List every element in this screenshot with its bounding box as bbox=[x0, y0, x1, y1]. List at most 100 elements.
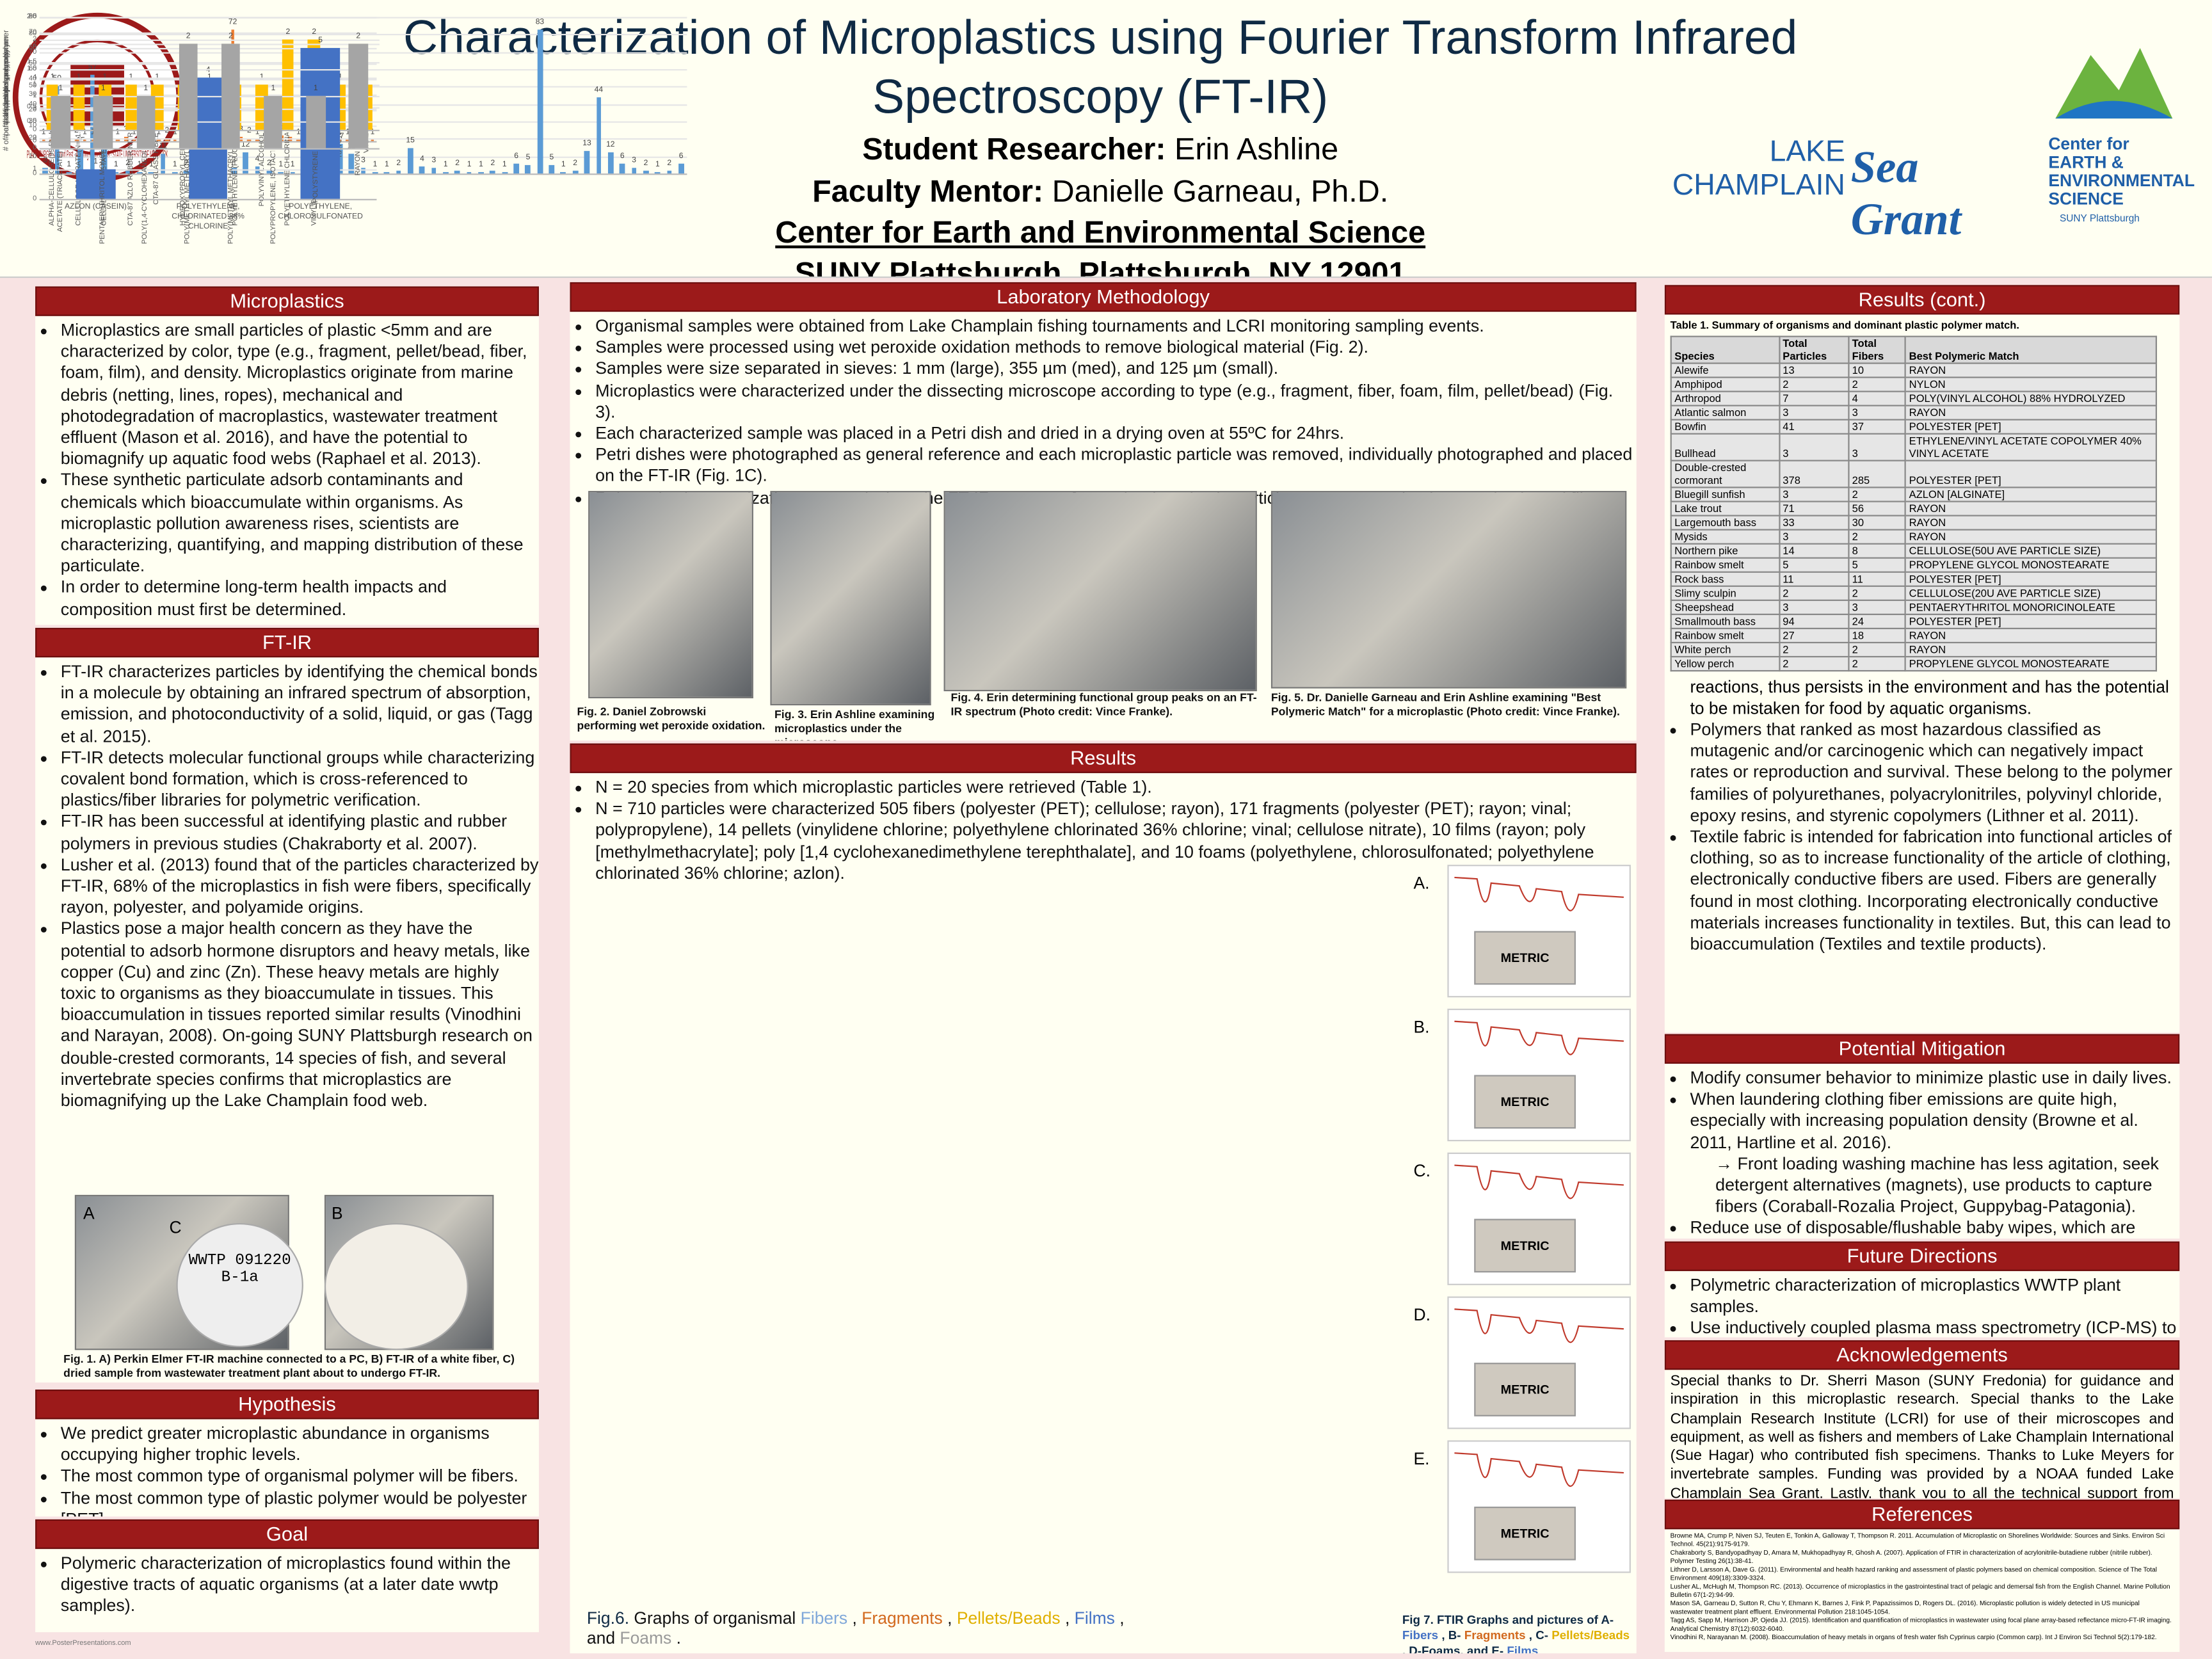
petri-dish: WWTP 091220 B-1a bbox=[176, 1222, 303, 1347]
value-label: 3 bbox=[43, 157, 48, 166]
value-label: 2 bbox=[184, 159, 189, 168]
bar bbox=[148, 172, 154, 174]
cell: POLYESTER [PET] bbox=[1905, 571, 2158, 587]
value-label: 1 bbox=[346, 128, 350, 137]
value-label: 1 bbox=[90, 128, 95, 137]
value-label: 2 bbox=[490, 159, 495, 168]
value-label: 3 bbox=[361, 157, 365, 166]
bar bbox=[179, 43, 198, 148]
spectrum-line bbox=[1454, 1452, 1624, 1487]
caption-part: Fig 7. FTIR Graphs and pictures of A- bbox=[1402, 1612, 1614, 1627]
bar bbox=[525, 164, 531, 174]
y-tick-label: 90 bbox=[29, 12, 37, 22]
value-label: 5 bbox=[549, 153, 554, 163]
list-item: Textile fabric is intended for fabricati… bbox=[1690, 827, 2179, 956]
cell: RAYON bbox=[1905, 405, 2158, 421]
bar bbox=[231, 168, 237, 174]
cell: White perch bbox=[1670, 641, 1780, 658]
cell: PROPYLENE GLYCOL MONOSTEARATE bbox=[1905, 655, 2158, 672]
grid-line bbox=[39, 39, 380, 41]
cell: 3 bbox=[1778, 433, 1850, 461]
reference: Mason SA, Garneau D, Sutton R, Chu Y, Eh… bbox=[1670, 1599, 2140, 1615]
logo-seagrant: Sea Grant bbox=[1850, 141, 1962, 244]
x-axis bbox=[39, 173, 687, 175]
bar bbox=[93, 95, 113, 148]
bar bbox=[643, 170, 649, 174]
list-item: Polymeric characterization of microplast… bbox=[61, 1553, 539, 1618]
grid-line bbox=[39, 47, 377, 50]
section: Potential Mitigation Modify consumer beha… bbox=[1664, 1034, 2180, 1239]
bar bbox=[596, 97, 602, 174]
table-row: Arthropod 7 4 POLY(VINYL ALCOHOL) 88% HYDRO… bbox=[1670, 390, 2158, 406]
value-label: 2 bbox=[186, 31, 191, 41]
value-label: 83 bbox=[535, 17, 545, 27]
caption-part: , C- bbox=[1528, 1628, 1549, 1642]
caption-part: Films bbox=[1507, 1643, 1539, 1654]
column-header: Best Polymeric Match bbox=[1905, 335, 2158, 364]
cell: 2 bbox=[1848, 486, 1907, 502]
value-label: 1 bbox=[137, 160, 142, 169]
cell: 37 bbox=[1848, 419, 1907, 435]
section: Results (cont.) Table 1. Summary of orga… bbox=[1664, 285, 2180, 1033]
cell: 3 bbox=[1848, 405, 1907, 421]
table-row: Atlantic salmon 3 3 RAYON bbox=[1670, 405, 2158, 421]
value-label: 1 bbox=[58, 84, 63, 93]
cell: Rock bass bbox=[1670, 571, 1780, 587]
list: FT-IR characterizes particles by identif… bbox=[35, 662, 539, 1112]
cell: 56 bbox=[1848, 501, 1907, 517]
grid-line bbox=[39, 156, 687, 158]
cell: 4 bbox=[1848, 390, 1907, 406]
section: Future Directions Polymetric characteriza… bbox=[1664, 1241, 2180, 1338]
bar bbox=[282, 39, 294, 130]
y-tick-label: 1 bbox=[33, 164, 37, 173]
value-label: 1 bbox=[113, 160, 118, 169]
y-tick-label: 0 bbox=[33, 136, 37, 146]
cell: 2 bbox=[1848, 376, 1907, 392]
cell: 3 bbox=[1848, 433, 1907, 461]
bar bbox=[184, 170, 189, 174]
value-label: 3 bbox=[431, 157, 437, 166]
cell: Slimy sculpin bbox=[1670, 585, 1780, 601]
caption: Fig.6. Graphs of organismal Fibers , Fra… bbox=[587, 1608, 1151, 1648]
bar bbox=[42, 139, 45, 141]
panel-label: B. bbox=[1413, 1017, 1430, 1037]
value-label: 1 bbox=[173, 128, 178, 137]
cell: 33 bbox=[1778, 515, 1850, 531]
grid-line bbox=[39, 63, 377, 65]
value-label: 1 bbox=[132, 128, 136, 137]
list-item: The most common type of plastic polymer … bbox=[61, 1487, 539, 1516]
bar bbox=[136, 172, 143, 174]
cell: 11 bbox=[1778, 571, 1850, 587]
logo-cees-sub: SUNY Plattsburgh bbox=[2059, 214, 2140, 225]
value-label: 1 bbox=[561, 160, 566, 169]
y-tick-label: 2.5 bbox=[26, 12, 37, 22]
cell: Alewife bbox=[1670, 362, 1780, 378]
y-tick-label: 60 bbox=[29, 65, 37, 74]
section: HypothesisWe predict greater microplasti… bbox=[35, 1390, 539, 1517]
table-row: Slimy sculpin 2 2 CELLULOSE(20U AVE PARTICL… bbox=[1670, 585, 2158, 601]
x-tick-label: PENTAERYTHRITOL MONORICINOLEATE bbox=[99, 150, 108, 244]
cell: ETHYLENE/VINYL ACETATE COPOLYMER 40% VIN… bbox=[1905, 433, 2158, 461]
bar bbox=[478, 172, 484, 174]
cell: POLY(VINYL ALCOHOL) 88% HYDROLYZED bbox=[1905, 390, 2158, 406]
list-item: We predict greater microplastic abundanc… bbox=[61, 1423, 539, 1466]
bar bbox=[77, 147, 84, 174]
value-label: 6 bbox=[678, 152, 684, 161]
x-tick-label: POLYETHYLENE, CHLORINATED 36% CHLORINE bbox=[172, 203, 244, 232]
bar bbox=[396, 170, 401, 174]
caption-part: , and bbox=[586, 1608, 1125, 1648]
caption-part: , bbox=[947, 1608, 952, 1628]
section-title: Future Directions bbox=[1664, 1241, 2180, 1271]
caption-part: Fragments bbox=[862, 1608, 943, 1628]
section: FT-IR FT-IR characterizes particles by id… bbox=[35, 627, 539, 1192]
x-tick-label: POLYETHYLENE, CHLOROSULFONATED bbox=[278, 203, 363, 222]
cell: 378 bbox=[1778, 460, 1850, 488]
value-label: 6 bbox=[514, 152, 519, 161]
y-tick-label: 0.5 bbox=[26, 102, 37, 112]
list-item: Reduce use of disposable/flushable baby … bbox=[1690, 1218, 2179, 1238]
sub-list: → Front loading washing machine has less… bbox=[1690, 1154, 2179, 1219]
cell: 3 bbox=[1778, 405, 1850, 421]
cell: PENTAERYTHRITOL MONORICINOLEATE bbox=[1905, 599, 2158, 615]
grid-line bbox=[39, 95, 380, 97]
y-tick-label: 40 bbox=[29, 74, 37, 84]
